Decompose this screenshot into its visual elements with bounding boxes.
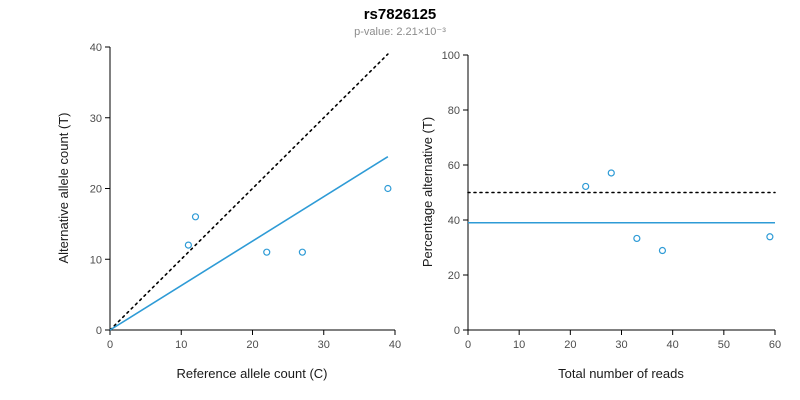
data-point xyxy=(633,234,641,243)
y-tick-label: 40 xyxy=(90,42,102,54)
x-tick-label: 40 xyxy=(667,339,679,351)
chart-subtitle: p-value: 2.21×10⁻³ xyxy=(354,26,446,38)
right-scatter-plot: Total number of reads Percentage alterna… xyxy=(420,50,781,381)
x-tick-label: 50 xyxy=(718,339,730,351)
data-point xyxy=(298,248,306,256)
data-point xyxy=(384,184,392,193)
x-tick-label: 0 xyxy=(465,339,471,351)
plot-group: 0 10 20 30 40 50 60 0 20 40 60 80 100 xyxy=(442,50,781,351)
y-tick-label: 0 xyxy=(454,325,460,337)
right-x-axis-label: Total number of reads xyxy=(558,366,684,381)
data-point xyxy=(184,241,192,249)
x-tick-label: 10 xyxy=(513,339,525,351)
y-tick-label: 30 xyxy=(90,113,102,125)
x-tick-label: 60 xyxy=(769,339,781,351)
data-point xyxy=(766,233,774,241)
y-tick-label: 60 xyxy=(448,160,460,172)
left-scatter-plot: Reference allele count (C) Alternative a… xyxy=(56,42,401,381)
y-tick-label: 100 xyxy=(442,50,460,62)
data-point xyxy=(582,182,590,191)
x-tick-label: 10 xyxy=(175,339,187,351)
right-y-axis-label: Percentage alternative (T) xyxy=(420,117,435,267)
x-tick-label: 30 xyxy=(615,339,627,351)
y-tick-label: 0 xyxy=(96,325,102,337)
data-point xyxy=(191,213,200,221)
plot-group: 0 10 20 30 40 0 10 20 30 40 xyxy=(90,42,401,351)
y-tick-label: 40 xyxy=(448,215,460,227)
y-tick-label: 10 xyxy=(90,254,102,266)
y-tick-label: 20 xyxy=(448,270,460,282)
x-tick-label: 40 xyxy=(389,339,401,351)
data-point xyxy=(658,246,667,255)
data-point xyxy=(607,169,615,177)
left-x-axis-label: Reference allele count (C) xyxy=(176,366,327,381)
x-tick-label: 30 xyxy=(318,339,330,351)
y-tick-label: 80 xyxy=(448,105,460,117)
left-y-axis-label: Alternative allele count (T) xyxy=(56,112,71,263)
fit-line xyxy=(109,155,389,331)
chart-title: rs7826125 xyxy=(363,6,437,23)
x-tick-label: 0 xyxy=(107,339,113,351)
y-tick-label: 20 xyxy=(90,184,102,196)
identity-line xyxy=(109,53,389,331)
data-point xyxy=(263,248,271,256)
x-tick-label: 20 xyxy=(246,339,258,351)
x-tick-label: 20 xyxy=(564,339,576,351)
